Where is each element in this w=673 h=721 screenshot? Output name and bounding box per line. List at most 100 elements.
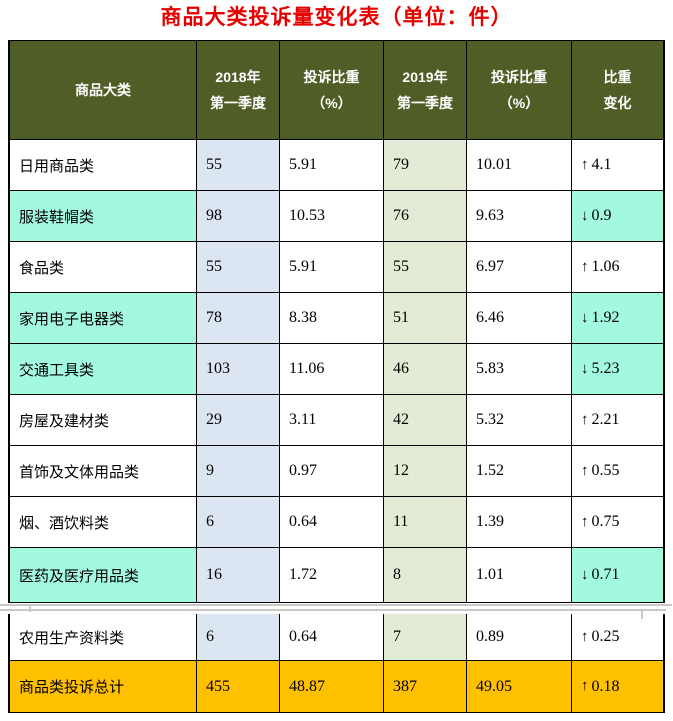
share-2018-cell: 0.97 — [280, 446, 384, 497]
header-2018-q1: 2018年 第一季度 — [197, 40, 280, 140]
category-cell: 烟、酒饮料类 — [8, 497, 197, 548]
page-title: 商品大类投诉量变化表（单位：件） — [160, 5, 513, 29]
category-cell: 食品类 — [8, 242, 197, 293]
share-2019-cell: 6.46 — [467, 293, 572, 344]
change-value: 1.06 — [591, 258, 620, 275]
trend-up-icon: ↑ — [581, 258, 589, 275]
count-2019-cell: 42 — [384, 395, 467, 446]
table-rows-continued: 农用生产资料类 6 0.64 7 0.89 ↑ 0.25 商品类投诉总计 455 48.87 387… — [8, 614, 665, 713]
category-cell: 交通工具类 — [8, 344, 197, 395]
change-cell: ↓ 0.71 — [572, 548, 665, 603]
count-2018-cell: 55 — [197, 242, 280, 293]
header-change-line1: 比重 — [603, 69, 632, 85]
header-2019-line2: 第一季度 — [397, 95, 453, 111]
change-value: 0.9 — [591, 207, 612, 224]
count-2019-cell: 76 — [384, 191, 467, 242]
category-cell: 日用商品类 — [8, 140, 197, 191]
count-2019-cell: 7 — [384, 614, 467, 661]
header-share-2018: 投诉比重 （%） — [280, 40, 384, 140]
change-cell: ↑ 0.55 — [572, 446, 665, 497]
category-cell: 家用电子电器类 — [8, 293, 197, 344]
change-cell: ↓ 1.92 — [572, 293, 665, 344]
table-header-row: 商品大类 2018年 第一季度 投诉比重 （%） 2019年 第一季度 投诉比重… — [8, 40, 665, 140]
header-share-2019-line2: （%） — [498, 95, 540, 111]
share-2018-cell: 1.72 — [280, 548, 384, 603]
header-category: 商品大类 — [8, 40, 197, 140]
count-2019-cell: 12 — [384, 446, 467, 497]
change-cell: ↑ 2.21 — [572, 395, 665, 446]
table-row: 家用电子电器类 78 8.38 51 6.46 ↓ 1.92 — [8, 293, 665, 344]
count-2019-cell: 51 — [384, 293, 467, 344]
trend-up-icon: ↑ — [581, 628, 589, 645]
table-row: 食品类 55 5.91 55 6.97 ↑ 1.06 — [8, 242, 665, 293]
trend-down-icon: ↓ — [581, 309, 589, 326]
count-2018-cell: 98 — [197, 191, 280, 242]
count-2019-cell: 79 — [384, 140, 467, 191]
change-cell: ↓ 0.9 — [572, 191, 665, 242]
count-2018-cell: 6 — [197, 614, 280, 661]
count-2018-cell: 103 — [197, 344, 280, 395]
seam-line — [0, 604, 672, 606]
trend-down-icon: ↓ — [581, 360, 589, 377]
count-2018-cell: 9 — [197, 446, 280, 497]
count-2019-cell: 46 — [384, 344, 467, 395]
count-2019-cell: 11 — [384, 497, 467, 548]
change-value: 4.1 — [591, 156, 612, 173]
change-value: 0.25 — [591, 628, 620, 645]
page-break-seam — [0, 603, 672, 619]
table-row: 服装鞋帽类 98 10.53 76 9.63 ↓ 0.9 — [8, 191, 665, 242]
share-2019-cell: 6.97 — [467, 242, 572, 293]
count-2019-cell: 55 — [384, 242, 467, 293]
seam-line — [0, 609, 666, 611]
share-2019-cell: 10.01 — [467, 140, 572, 191]
header-2018-line2: 第一季度 — [210, 95, 266, 111]
change-cell: ↑ 0.75 — [572, 497, 665, 548]
share-2018-cell: 5.91 — [280, 242, 384, 293]
category-cell: 首饰及文体用品类 — [8, 446, 197, 497]
share-2019-cell: 0.89 — [467, 614, 572, 661]
share-2018-cell: 48.87 — [280, 661, 384, 713]
share-2018-cell: 11.06 — [280, 344, 384, 395]
category-cell: 农用生产资料类 — [8, 614, 197, 661]
share-2019-cell: 49.05 — [467, 661, 572, 713]
share-2019-cell: 1.52 — [467, 446, 572, 497]
count-2018-cell: 6 — [197, 497, 280, 548]
count-2018-cell: 455 — [197, 661, 280, 713]
change-cell: ↑ 0.25 — [572, 614, 665, 661]
header-2019-q1: 2019年 第一季度 — [384, 40, 467, 140]
table-row: 医药及医疗用品类 16 1.72 8 1.01 ↓ 0.71 — [8, 548, 665, 603]
trend-up-icon: ↑ — [581, 678, 589, 694]
trend-up-icon: ↑ — [581, 156, 589, 173]
header-2019-line1: 2019年 — [402, 69, 448, 85]
change-value: 1.92 — [591, 309, 620, 326]
total-row: 商品类投诉总计 455 48.87 387 49.05 ↑ 0.18 — [8, 661, 665, 713]
change-value: 5.23 — [591, 360, 620, 377]
trend-up-icon: ↑ — [581, 411, 589, 428]
count-2018-cell: 55 — [197, 140, 280, 191]
change-cell: ↑ 1.06 — [572, 242, 665, 293]
change-value: 0.75 — [591, 513, 620, 530]
count-2018-cell: 78 — [197, 293, 280, 344]
seam-tick — [641, 609, 643, 619]
header-share-2019: 投诉比重 （%） — [467, 40, 572, 140]
count-2019-cell: 387 — [384, 661, 467, 713]
change-cell: ↓ 5.23 — [572, 344, 665, 395]
table-row: 日用商品类 55 5.91 79 10.01 ↑ 4.1 — [8, 140, 665, 191]
change-value: 0.55 — [591, 462, 620, 479]
table-row: 首饰及文体用品类 9 0.97 12 1.52 ↑ 0.55 — [8, 446, 665, 497]
share-2018-cell: 10.53 — [280, 191, 384, 242]
share-2018-cell: 3.11 — [280, 395, 384, 446]
complaints-table: 商品大类 2018年 第一季度 投诉比重 （%） 2019年 第一季度 投诉比重… — [0, 40, 672, 713]
header-change-line2: 变化 — [603, 95, 632, 111]
share-2019-cell: 1.01 — [467, 548, 572, 603]
category-cell: 房屋及建材类 — [8, 395, 197, 446]
count-2018-cell: 29 — [197, 395, 280, 446]
header-share-2018-line1: 投诉比重 — [303, 69, 360, 85]
count-2018-cell: 16 — [197, 548, 280, 603]
share-2019-cell: 5.32 — [467, 395, 572, 446]
change-value: 2.21 — [591, 411, 620, 428]
share-2019-cell: 5.83 — [467, 344, 572, 395]
change-cell: ↑ 0.18 — [572, 661, 665, 713]
share-2018-cell: 0.64 — [280, 614, 384, 661]
